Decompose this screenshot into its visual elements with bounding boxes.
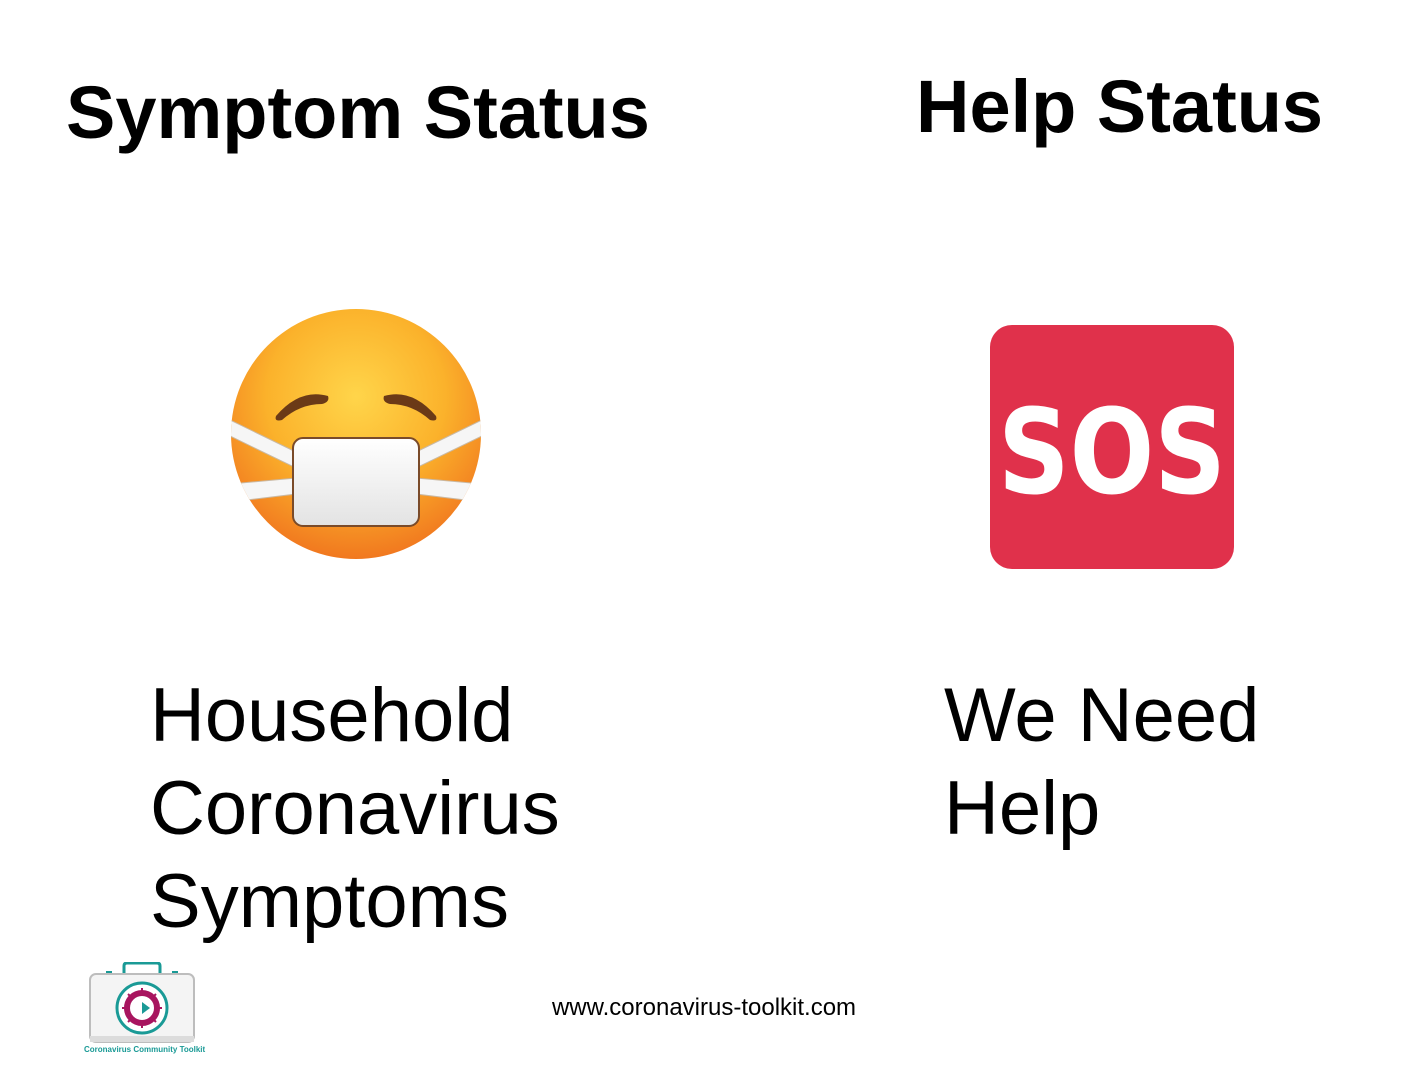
help-status-heading: Help Status <box>916 65 1324 148</box>
symptom-status-text: Household Coronavirus Symptoms <box>150 669 560 948</box>
help-status-text: We Need Help <box>944 669 1259 855</box>
symptom-line: Household <box>150 673 514 758</box>
symptom-status-heading: Symptom Status <box>66 71 650 154</box>
sos-label: SOS <box>998 383 1226 521</box>
footer-url: www.coronavirus-toolkit.com <box>551 994 857 1021</box>
sos-icon: SOS <box>990 325 1234 569</box>
help-line: Help <box>944 766 1101 851</box>
toolkit-logo <box>84 961 200 1058</box>
logo-caption: Coronavirus Community Toolkit <box>84 1045 206 1054</box>
face-with-medical-mask-icon <box>230 308 482 560</box>
symptom-line: Coronavirus <box>150 766 560 851</box>
help-line: We Need <box>944 673 1260 758</box>
symptom-line: Symptoms <box>150 859 509 944</box>
